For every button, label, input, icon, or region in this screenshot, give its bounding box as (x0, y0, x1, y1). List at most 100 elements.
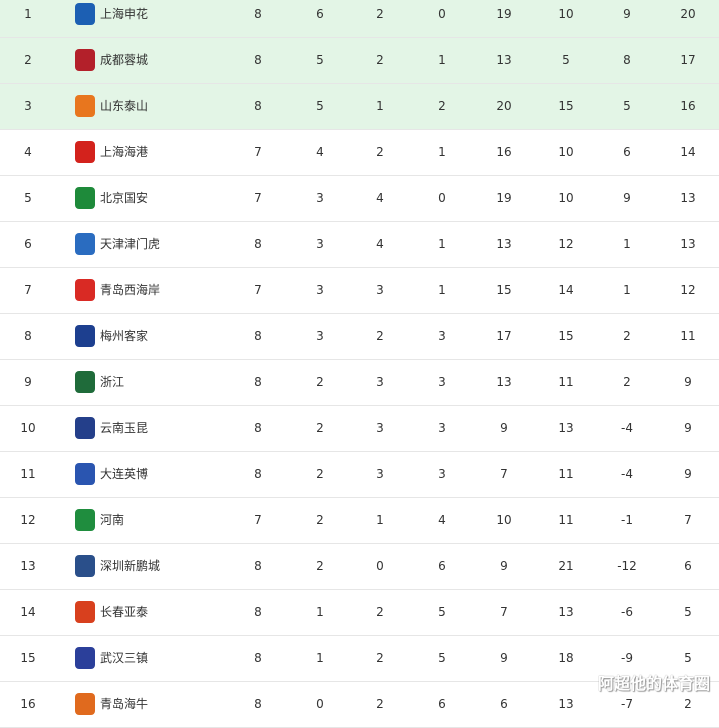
won: 6 (316, 7, 324, 21)
goals-for: 9 (500, 421, 508, 435)
lost: 1 (438, 145, 446, 159)
points: 9 (684, 421, 692, 435)
won: 3 (316, 283, 324, 297)
team-name[interactable]: 浙江 (100, 375, 125, 389)
team-name[interactable]: 武汉三镇 (100, 651, 149, 665)
drawn: 4 (376, 237, 384, 251)
team-name[interactable]: 山东泰山 (100, 99, 149, 113)
team-logo-icon (75, 233, 95, 255)
goal-difference: -4 (621, 467, 633, 481)
table-row[interactable]: 5 北京国安 7 3 4 0 19 10 9 13 (0, 176, 719, 222)
goals-against: 11 (558, 375, 574, 389)
table-row[interactable]: 4 上海海港 7 4 2 1 16 10 6 14 (0, 130, 719, 176)
won: 4 (316, 145, 324, 159)
rank: 4 (24, 145, 32, 159)
drawn: 3 (376, 421, 384, 435)
goal-difference: 1 (623, 237, 631, 251)
table-row[interactable]: 6 天津津门虎 8 3 4 1 13 12 1 13 (0, 222, 719, 268)
goals-for: 13 (496, 375, 512, 389)
table-row[interactable]: 8 梅州客家 8 3 2 3 17 15 2 11 (0, 314, 719, 360)
team-name[interactable]: 梅州客家 (100, 329, 149, 343)
played: 8 (254, 53, 262, 67)
team-logo-icon (75, 279, 95, 301)
rank: 1 (24, 7, 32, 21)
team-name[interactable]: 青岛海牛 (100, 697, 149, 711)
rank: 10 (20, 421, 36, 435)
table-row[interactable]: 15 武汉三镇 8 1 2 5 9 18 -9 5 (0, 636, 719, 682)
drawn: 2 (376, 651, 384, 665)
team-name[interactable]: 青岛西海岸 (100, 283, 161, 297)
points: 11 (680, 329, 696, 343)
team-name[interactable]: 大连英博 (100, 467, 149, 481)
goals-for: 9 (500, 651, 508, 665)
played: 8 (254, 697, 262, 711)
lost: 3 (438, 467, 446, 481)
table-row[interactable]: 14 长春亚泰 8 1 2 5 7 13 -6 5 (0, 590, 719, 636)
table-row[interactable]: 2 成都蓉城 8 5 2 1 13 5 8 17 (0, 38, 719, 84)
team-name[interactable]: 上海海港 (100, 145, 149, 159)
goals-against: 10 (558, 145, 574, 159)
table-row[interactable]: 13 深圳新鹏城 8 2 0 6 9 21 -12 6 (0, 544, 719, 590)
points: 2 (684, 697, 692, 711)
goals-for: 17 (496, 329, 512, 343)
won: 3 (316, 237, 324, 251)
won: 2 (316, 559, 324, 573)
drawn: 4 (376, 191, 384, 205)
table-row[interactable]: 9 浙江 8 2 3 3 13 11 2 9 (0, 360, 719, 406)
played: 8 (254, 99, 262, 113)
goals-for: 19 (496, 7, 512, 21)
team-logo-icon (75, 417, 95, 439)
played: 7 (254, 283, 262, 297)
points: 13 (680, 237, 696, 251)
team-name[interactable]: 云南玉昆 (100, 421, 149, 435)
won: 2 (316, 513, 324, 527)
points: 16 (680, 99, 696, 113)
points: 6 (684, 559, 692, 573)
goals-for: 6 (500, 697, 508, 711)
team-name[interactable]: 长春亚泰 (100, 605, 149, 619)
rank: 5 (24, 191, 32, 205)
goal-difference: 6 (623, 145, 631, 159)
played: 7 (254, 191, 262, 205)
table-row[interactable]: 10 云南玉昆 8 2 3 3 9 13 -4 9 (0, 406, 719, 452)
played: 8 (254, 605, 262, 619)
goals-against: 11 (558, 467, 574, 481)
goals-for: 10 (496, 513, 512, 527)
table-row[interactable]: 7 青岛西海岸 7 3 3 1 15 14 1 12 (0, 268, 719, 314)
team-name[interactable]: 北京国安 (100, 191, 149, 205)
won: 3 (316, 191, 324, 205)
won: 2 (316, 467, 324, 481)
rank: 2 (24, 53, 32, 67)
team-name[interactable]: 上海申花 (100, 7, 149, 21)
team-logo-icon (75, 95, 95, 117)
won: 2 (316, 375, 324, 389)
rank: 15 (20, 651, 36, 665)
team-name[interactable]: 河南 (100, 513, 125, 527)
goals-for: 7 (500, 467, 508, 481)
team-logo-icon (75, 693, 95, 715)
goal-difference: -9 (621, 651, 633, 665)
table-row[interactable]: 1 上海申花 8 6 2 0 19 10 9 20 (0, 0, 719, 38)
lost: 6 (438, 697, 446, 711)
rank: 16 (20, 697, 36, 711)
table-row[interactable]: 3 山东泰山 8 5 1 2 20 15 5 16 (0, 84, 719, 130)
table-row[interactable]: 11 大连英博 8 2 3 3 7 11 -4 9 (0, 452, 719, 498)
goals-against: 5 (562, 53, 570, 67)
goals-against: 21 (558, 559, 574, 573)
table-row[interactable]: 12 河南 7 2 1 4 10 11 -1 7 (0, 498, 719, 544)
goals-for: 13 (496, 237, 512, 251)
team-name[interactable]: 成都蓉城 (100, 53, 149, 67)
goal-difference: 9 (623, 191, 631, 205)
lost: 3 (438, 375, 446, 389)
team-name[interactable]: 深圳新鹏城 (100, 559, 161, 573)
points: 9 (684, 375, 692, 389)
goals-against: 15 (558, 329, 574, 343)
drawn: 2 (376, 605, 384, 619)
team-logo-icon (75, 601, 95, 623)
team-name[interactable]: 天津津门虎 (100, 237, 161, 251)
played: 7 (254, 513, 262, 527)
goals-against: 13 (558, 421, 574, 435)
drawn: 3 (376, 283, 384, 297)
team-logo-icon (75, 463, 95, 485)
goals-for: 19 (496, 191, 512, 205)
